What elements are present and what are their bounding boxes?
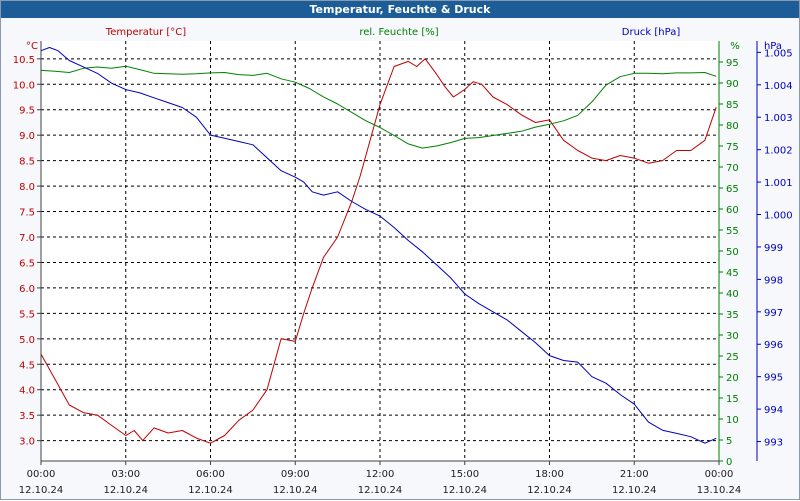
x-tick-label-date: 13.10.24: [697, 485, 742, 496]
x-tick-label-date: 12.10.24: [358, 485, 403, 496]
humidity-tick-label: 55: [726, 226, 739, 237]
series-layer: [40, 47, 717, 444]
temperature-tick-label: 7.0: [19, 233, 35, 244]
humidity-tick-label: 85: [726, 100, 739, 111]
pressure-tick-label: 1.000: [764, 211, 793, 222]
temperature-axis-title: Temperatur [°C]: [105, 27, 186, 38]
x-tick-label-date: 12.10.24: [612, 485, 657, 496]
temperature-tick-label: 8.0: [19, 182, 35, 193]
temperature-tick-label: 7.5: [19, 208, 35, 219]
x-tick-label-time: 00:00: [27, 469, 56, 480]
pressure-tick-label: 997: [764, 308, 783, 319]
pressure-tick-label: 993: [764, 438, 783, 449]
x-tick-label-time: 15:00: [450, 469, 479, 480]
x-tick-label-date: 12.10.24: [527, 485, 572, 496]
temperature-tick-label: 5.0: [19, 335, 35, 346]
pressure-tick-label: 1.001: [764, 178, 793, 189]
window-title: Temperatur, Feuchte & Druck: [1, 1, 799, 18]
series-line-humidity: [40, 65, 717, 149]
humidity-tick-label: 95: [726, 58, 739, 69]
humidity-tick-label: 90: [726, 79, 739, 90]
x-tick-label-date: 12.10.24: [103, 485, 148, 496]
x-tick-label-time: 21:00: [620, 469, 649, 480]
pressure-tick-label: 1.003: [764, 113, 793, 124]
humidity-tick-label: 5: [726, 436, 732, 447]
pressure-tick-label: 994: [764, 405, 783, 416]
pressure-tick-label: 1.002: [764, 146, 793, 157]
x-tick-label-time: 03:00: [111, 469, 140, 480]
temperature-tick-label: 4.0: [19, 386, 35, 397]
temperature-tick-label: 8.5: [19, 157, 35, 168]
x-tick-label-time: 09:00: [281, 469, 310, 480]
pressure-tick-label: 1.005: [764, 48, 793, 59]
humidity-tick-label: 80: [726, 121, 739, 132]
temperature-tick-label: 10.0: [13, 80, 35, 91]
pressure-tick-label: 996: [764, 340, 783, 351]
humidity-tick-label: 15: [726, 394, 739, 405]
humidity-axis-title: rel. Feuchte [%]: [359, 27, 438, 38]
temperature-tick-label: 5.5: [19, 309, 35, 320]
x-tick-label-time: 06:00: [196, 469, 225, 480]
humidity-tick-label: 65: [726, 184, 739, 195]
x-tick-label-date: 12.10.24: [273, 485, 318, 496]
labels-layer: Temperatur [°C] rel. Feuchte [%] Druck […: [13, 27, 793, 496]
x-tick-label-date: 12.10.24: [442, 485, 487, 496]
temperature-tick-label: 10.5: [13, 55, 35, 66]
temperature-tick-label: 6.5: [19, 258, 35, 269]
pressure-axis-title: Druck [hPa]: [622, 27, 681, 38]
series-line-pressure: [40, 47, 717, 444]
temperature-unit-label: °C: [26, 41, 38, 52]
x-tick-label-date: 12.10.24: [188, 485, 233, 496]
x-tick-label-time: 00:00: [705, 469, 734, 480]
pressure-tick-label: 995: [764, 373, 783, 384]
temperature-tick-label: 6.0: [19, 284, 35, 295]
x-tick-label-time: 12:00: [366, 469, 395, 480]
grid-lines: [41, 41, 719, 461]
humidity-tick-label: 0: [726, 457, 732, 468]
humidity-unit-label: %: [730, 41, 740, 52]
humidity-tick-label: 75: [726, 142, 739, 153]
x-tick-label-date: 12.10.24: [19, 485, 64, 496]
temperature-tick-label: 4.5: [19, 360, 35, 371]
humidity-tick-label: 30: [726, 331, 739, 342]
temperature-tick-label: 9.5: [19, 106, 35, 117]
x-tick-label-time: 18:00: [535, 469, 564, 480]
humidity-tick-label: 40: [726, 289, 739, 300]
humidity-tick-label: 50: [726, 247, 739, 258]
temperature-tick-label: 9.0: [19, 131, 35, 142]
pressure-tick-label: 998: [764, 275, 783, 286]
pressure-unit-label: hPa: [764, 41, 782, 52]
humidity-tick-label: 10: [726, 415, 739, 426]
pressure-tick-label: 999: [764, 243, 783, 254]
humidity-tick-label: 60: [726, 205, 739, 216]
humidity-tick-label: 25: [726, 352, 739, 363]
temperature-tick-label: 3.5: [19, 411, 35, 422]
humidity-tick-label: 20: [726, 373, 739, 384]
pressure-tick-label: 1.004: [764, 81, 793, 92]
temperature-tick-label: 3.0: [19, 437, 35, 448]
humidity-tick-label: 35: [726, 310, 739, 321]
humidity-tick-label: 45: [726, 268, 739, 279]
axes-layer: [37, 41, 761, 465]
humidity-tick-label: 70: [726, 163, 739, 174]
